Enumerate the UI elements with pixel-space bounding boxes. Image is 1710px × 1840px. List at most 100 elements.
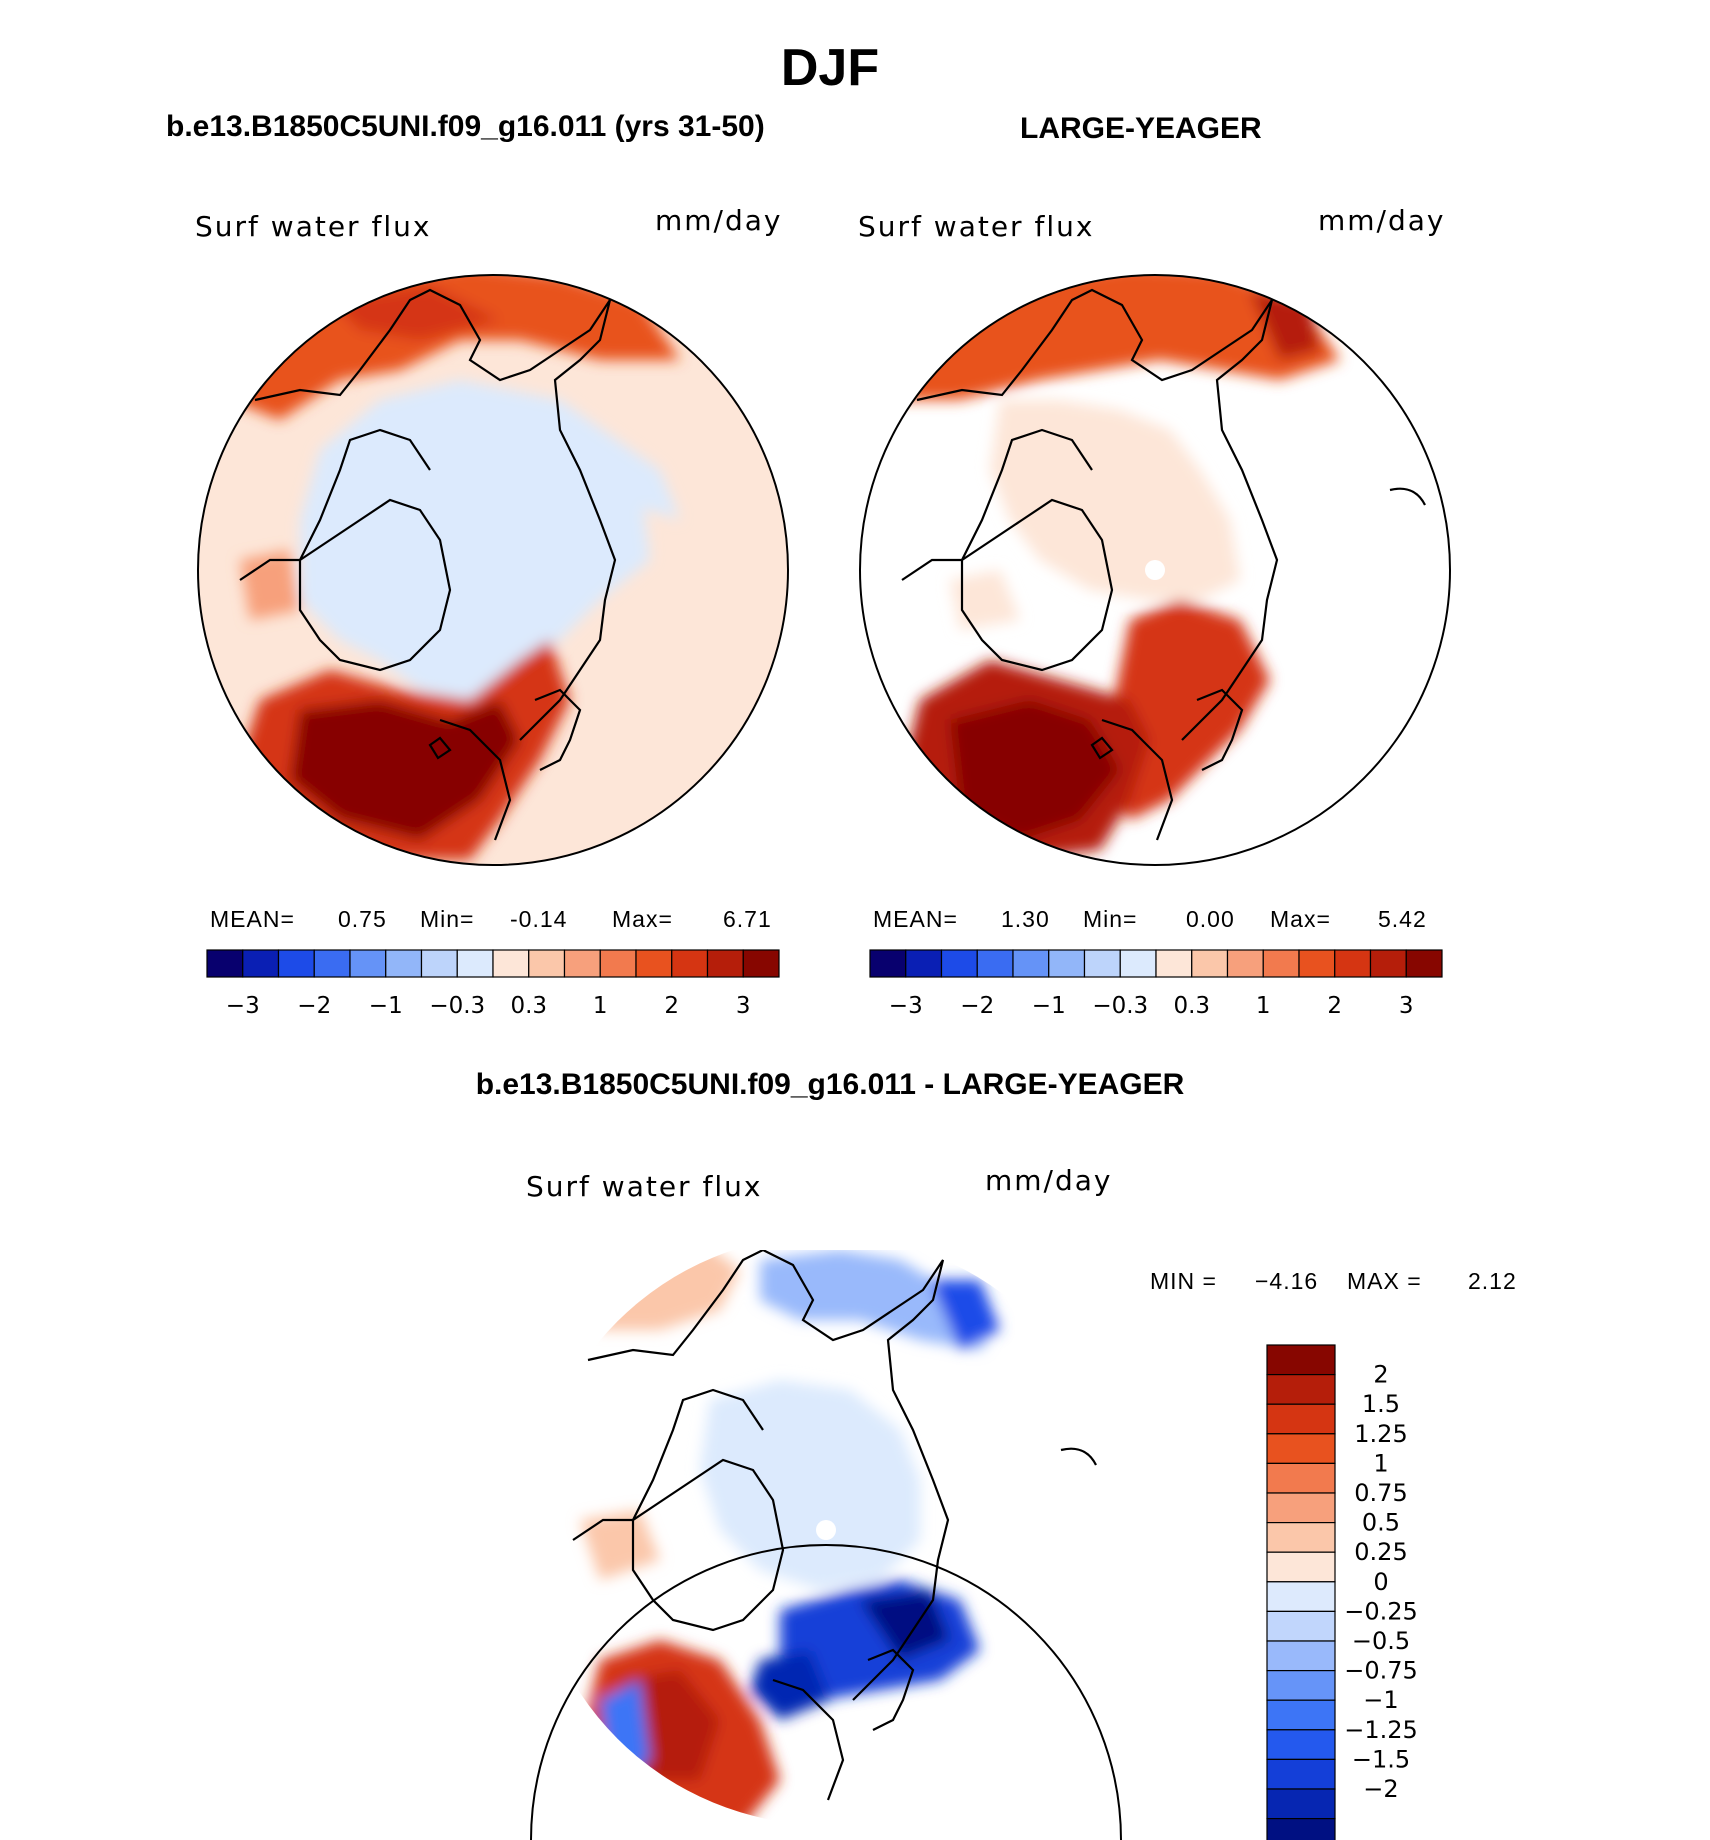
right-colorbar-tick-label: −3 [889,993,923,1019]
diff-map-coast-greenland [631,1458,785,1632]
right-colorbar-tick-label: −1 [1032,993,1066,1019]
diff-colorbar-label: 1 [1373,1449,1388,1477]
right-field-label: Surf water flux [858,210,1095,243]
left-colorbar-tick-label: 1 [593,993,608,1019]
diff-colorbar-label: 1.5 [1362,1390,1400,1418]
diff-colorbar-label: 2 [1373,1361,1388,1389]
right-colorbar: −3 −2 −1 −0.3 0.3 1 2 3 [869,949,1443,1019]
diff-map-coast-scandinavia [867,1648,915,1731]
diff-colorbar-swatch [1266,1788,1336,1820]
diff-colorbar-swatch [1266,1758,1336,1790]
main-title: DJF [780,39,880,97]
right-colorbar-swatch [940,949,978,978]
right-colorbar-swatch [976,949,1014,978]
diff-map-coast-asia [587,1250,950,1701]
diff-colorbar-swatch [1266,1373,1336,1405]
diff-colorbar-label: −2 [1363,1775,1398,1803]
right-map-arctic-light [990,400,1240,600]
right-mean-value: 1.30 [1001,906,1050,932]
left-colorbar-swatch [671,949,709,978]
diff-map-coast-canada [572,1388,764,1541]
right-colorbar-swatch [1298,949,1336,978]
right-panel-title: LARGE-YEAGER [1020,112,1262,145]
left-colorbar-tick-label: −1 [369,993,403,1019]
left-colorbar-swatch [420,949,458,978]
diff-min-value: −4.16 [1255,1268,1319,1294]
right-map-pacific-light [950,570,1020,630]
diff-colorbar-label: 0.5 [1362,1509,1400,1537]
diff-colorbar-label: 1.25 [1354,1420,1407,1448]
diff-field-label: Surf water flux [526,1170,763,1203]
diff-map-kuroshio-neg [930,1280,1000,1350]
diff-colorbar-label: −1.25 [1344,1716,1418,1744]
right-map-atlantic-core [950,700,1120,840]
diff-colorbar-label: 0 [1373,1568,1388,1596]
right-colorbar-swatch [1012,949,1050,978]
diff-map-pacific-pos [580,1510,660,1580]
left-colorbar-tick-label: −2 [297,993,331,1019]
left-map-coast-greenland [298,498,452,672]
diff-colorbar-label: −0.25 [1344,1597,1418,1625]
left-colorbar-swatch [385,949,423,978]
left-map-coast-canada [239,428,431,581]
left-min-label: Min= [420,906,475,932]
left-colorbar-tick-label: 2 [664,993,679,1019]
diff-map-north-pacific-neg [760,1250,1000,1350]
diff-units-label: mm/day [985,1164,1113,1197]
diff-colorbar-swatch [1266,1521,1336,1553]
right-colorbar-swatch [905,949,943,978]
left-colorbar-swatch [313,949,351,978]
left-colorbar-swatch [242,949,280,978]
left-colorbar-swatch [706,949,744,978]
right-units-label: mm/day [1318,204,1446,237]
right-colorbar-swatch [1155,949,1193,978]
right-colorbar-tick-label: 1 [1256,993,1271,1019]
right-colorbar-swatch [1048,949,1086,978]
right-map-coast-europe [1101,718,1174,841]
left-colorbar-swatch [277,949,315,978]
diff-map-arctic-neg [700,1380,920,1590]
right-map-coast-asia [916,288,1279,741]
diff-colorbar-label: −0.75 [1344,1657,1418,1685]
right-map-coast-iceland [1090,736,1114,760]
left-map-coast-iceland [428,736,452,760]
diff-map-coast-alaska-tip [1060,1447,1097,1466]
right-colorbar-swatch [869,949,907,978]
left-panel-title: b.e13.B1850C5UNI.f09_g16.011 (yrs 31-50) [166,110,765,143]
diff-colorbar-swatch [1266,1433,1336,1465]
left-map-coast-scandinavia [534,688,582,771]
right-colorbar-tick-label: 0.3 [1173,993,1210,1019]
left-map [197,274,789,866]
left-map-pacific-orange [240,550,300,620]
right-colorbar-swatch [1083,949,1121,978]
left-mean-label: MEAN= [210,906,295,932]
left-max-label: Max= [612,906,673,932]
diff-colorbar-swatch [1266,1403,1336,1435]
left-colorbar-swatch [528,949,566,978]
right-map-nordic-high [1100,600,1270,820]
diff-colorbar-label: −1.5 [1352,1745,1410,1773]
left-min-value: -0.14 [510,906,568,932]
diff-colorbar-swatch [1266,1817,1336,1840]
right-max-value: 5.42 [1378,906,1427,932]
right-colorbar-swatch [1119,949,1157,978]
right-colorbar-swatch [1262,949,1300,978]
left-colorbar-swatch [206,949,244,978]
left-colorbar-swatch [635,949,673,978]
right-map-coast-alaska-tip [1389,487,1426,506]
diff-max-label: MAX = [1347,1268,1422,1294]
left-units-label: mm/day [655,204,783,237]
right-colorbar-swatch [1369,949,1407,978]
right-min-value: 0.00 [1186,906,1235,932]
left-colorbar-swatch [492,949,530,978]
diff-colorbar-swatch [1266,1729,1336,1761]
diff-colorbar-swatch [1266,1492,1336,1524]
right-min-label: Min= [1083,906,1138,932]
left-mean-value: 0.75 [338,906,387,932]
left-colorbar-swatch [742,949,780,978]
difference-map [530,1250,1122,1840]
left-colorbar-swatch [563,949,601,978]
right-colorbar-tick-label: −2 [960,993,994,1019]
diff-colorbar-label: −1 [1363,1686,1398,1714]
